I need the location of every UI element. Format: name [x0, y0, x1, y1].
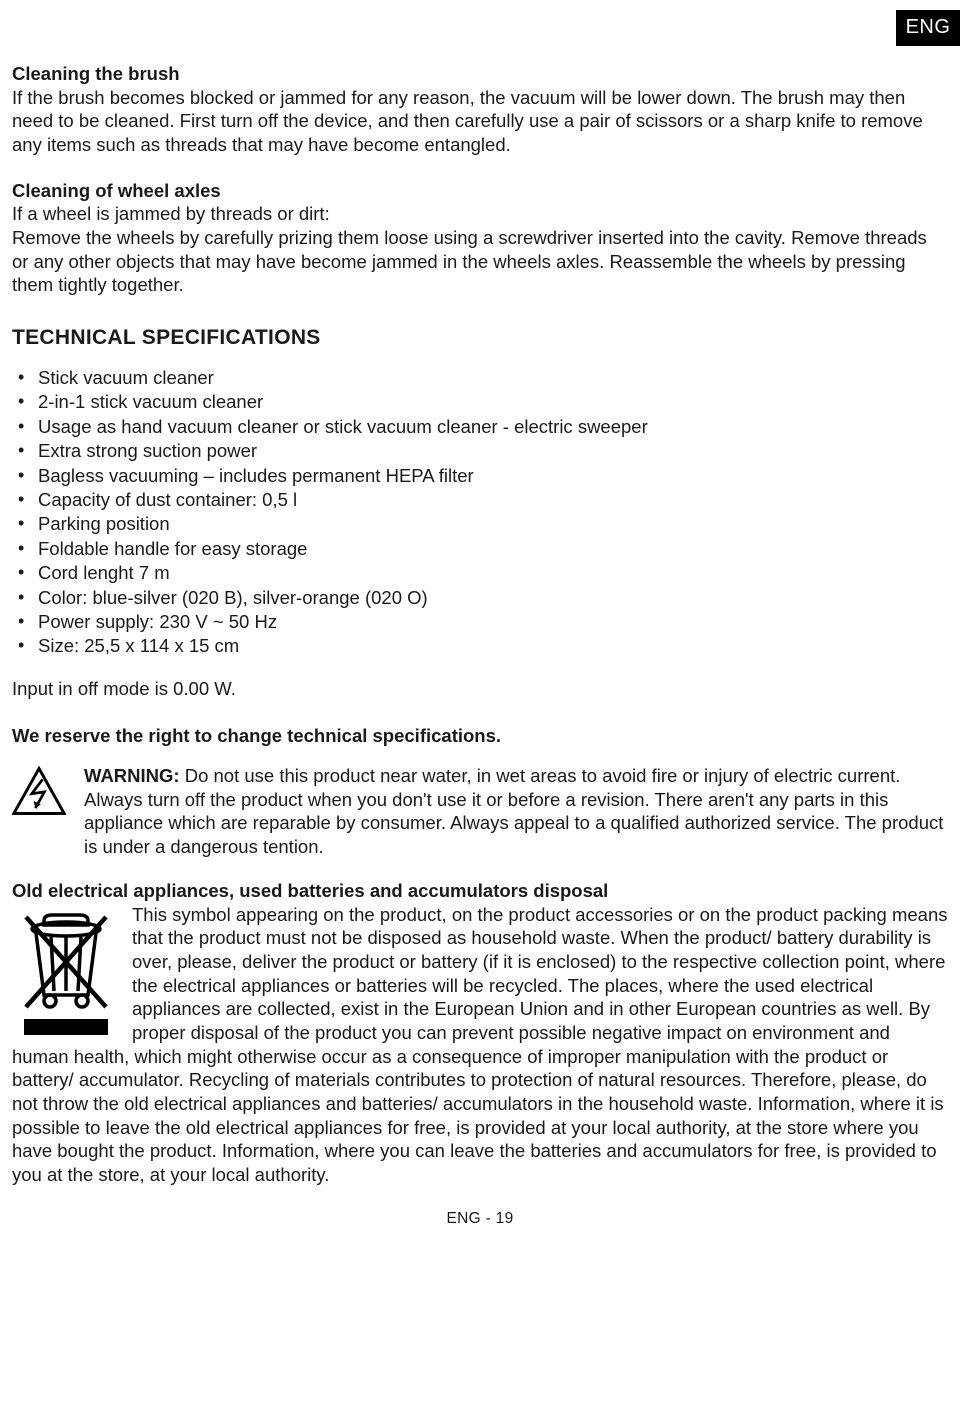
section-line: If a wheel is jammed by threads or dirt: [12, 202, 948, 226]
reserve-right-line: We reserve the right to change technical… [12, 724, 948, 748]
list-item: Capacity of dust container: 0,5 l [12, 488, 948, 512]
list-item: Color: blue-silver (020 B), silver-orang… [12, 586, 948, 610]
list-item: Extra strong suction power [12, 439, 948, 463]
tech-spec-list: Stick vacuum cleaner 2-in-1 stick vacuum… [12, 366, 948, 659]
section-line: Remove the wheels by carefully prizing t… [12, 226, 948, 297]
warning-text: WARNING: Do not use this product near wa… [84, 764, 948, 859]
list-item: Size: 25,5 x 114 x 15 cm [12, 634, 948, 658]
list-item: Usage as hand vacuum cleaner or stick va… [12, 415, 948, 439]
section-title: Cleaning of wheel axles [12, 179, 948, 203]
warning-body: Do not use this product near water, in w… [84, 765, 943, 857]
page-content: Cleaning the brush If the brush becomes … [12, 0, 948, 1228]
list-item: Stick vacuum cleaner [12, 366, 948, 390]
list-item: Power supply: 230 V ~ 50 Hz [12, 610, 948, 634]
list-item: Foldable handle for easy storage [12, 537, 948, 561]
disposal-block: This symbol appearing on the product, on… [12, 903, 948, 1187]
manual-page: ENG Cleaning the brush If the brush beco… [0, 0, 960, 1426]
language-tab: ENG [896, 10, 960, 46]
list-item: Cord lenght 7 m [12, 561, 948, 585]
page-footer: ENG - 19 [12, 1209, 948, 1229]
list-item: 2-in-1 stick vacuum cleaner [12, 390, 948, 414]
tech-spec-heading: TECHNICAL SPECIFICATIONS [12, 325, 948, 352]
section-cleaning-axles: Cleaning of wheel axles If a wheel is ja… [12, 179, 948, 297]
section-body: If the brush becomes blocked or jammed f… [12, 86, 948, 157]
warning-triangle-icon [12, 764, 66, 822]
list-item: Bagless vacuuming – includes permanent H… [12, 464, 948, 488]
warning-label: WARNING: [84, 765, 180, 786]
input-off-mode: Input in off mode is 0.00 W. [12, 677, 948, 701]
warning-block: WARNING: Do not use this product near wa… [12, 764, 948, 859]
disposal-body: This symbol appearing on the product, on… [12, 904, 948, 1185]
section-title: Cleaning the brush [12, 62, 948, 86]
section-cleaning-brush: Cleaning the brush If the brush becomes … [12, 62, 948, 157]
weee-bin-icon [16, 907, 116, 1037]
list-item: Parking position [12, 512, 948, 536]
disposal-title: Old electrical appliances, used batterie… [12, 879, 948, 903]
